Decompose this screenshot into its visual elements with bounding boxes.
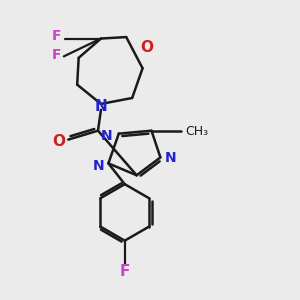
Text: CH₃: CH₃ (186, 125, 209, 138)
Text: N: N (93, 159, 105, 173)
Text: O: O (52, 134, 65, 149)
Text: N: N (94, 99, 107, 114)
Text: F: F (119, 264, 130, 279)
Text: F: F (52, 48, 61, 62)
Text: O: O (140, 40, 153, 55)
Text: F: F (52, 28, 61, 43)
Text: N: N (164, 151, 176, 165)
Text: N: N (101, 129, 113, 143)
